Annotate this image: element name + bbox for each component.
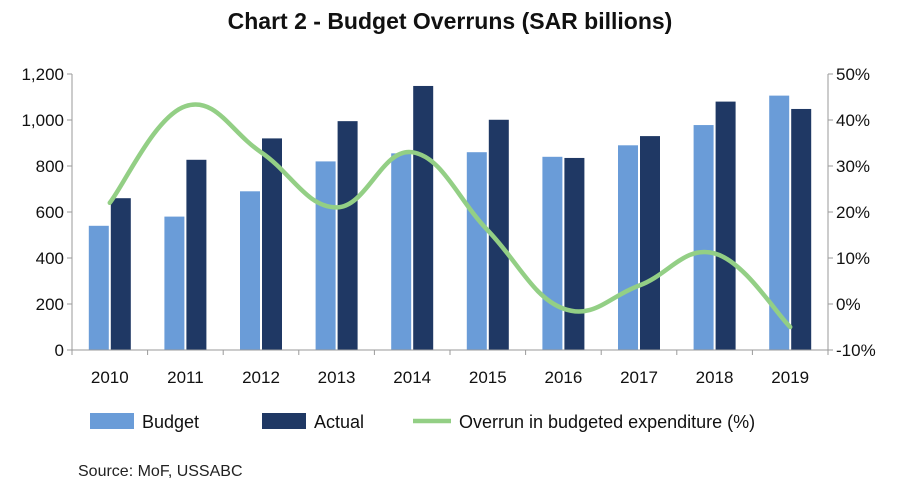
legend-label-actual: Actual	[314, 412, 364, 432]
overrun-line	[107, 102, 793, 330]
right-tick-label: 0%	[836, 295, 861, 314]
x-tick-label-2017: 2017	[620, 368, 658, 387]
legend-swatch-actual	[262, 413, 306, 429]
bar-budget-2018	[693, 125, 714, 350]
bars-layer	[88, 85, 812, 351]
legend-label-budget: Budget	[142, 412, 199, 432]
x-tick-label-2014: 2014	[393, 368, 431, 387]
bar-budget-2015	[466, 152, 487, 350]
left-tick-label: 800	[36, 157, 64, 176]
left-tick-label: 1,200	[21, 65, 64, 84]
bar-actual-2016	[564, 157, 585, 350]
legend-label-overrun: Overrun in budgeted expenditure (%)	[459, 412, 755, 432]
bar-actual-2011	[186, 159, 207, 350]
left-tick-label: 200	[36, 295, 64, 314]
x-tick-label-2019: 2019	[771, 368, 809, 387]
right-tick-label: -10%	[836, 341, 876, 360]
bar-budget-2016	[542, 156, 563, 350]
bar-budget-2010	[88, 225, 109, 350]
right-tick-label: 40%	[836, 111, 870, 130]
axes-layer: 0 200 400 600 800 1,000 1,200 -10% 0% 10% 20% 30% 40…	[21, 65, 875, 387]
legend: Budget Actual Overrun in budgeted expendit…	[90, 412, 755, 432]
bar-budget-2011	[164, 216, 185, 350]
x-tick-label-2018: 2018	[696, 368, 734, 387]
source-note: Source: MoF, USSABC	[78, 463, 243, 480]
bar-budget-2013	[315, 161, 336, 350]
bar-actual-2015	[488, 119, 509, 351]
bar-actual-2017	[640, 136, 660, 350]
bar-actual-2012	[262, 138, 282, 350]
x-tick-label-2010: 2010	[91, 368, 129, 387]
x-tick-label-2011: 2011	[167, 368, 204, 387]
right-tick-label: 50%	[836, 65, 870, 84]
x-tick-label-2013: 2013	[318, 368, 356, 387]
bar-actual-2014	[413, 85, 434, 351]
x-tick-label-2015: 2015	[469, 368, 507, 387]
left-tick-label: 1,000	[21, 111, 64, 130]
bar-budget-2019	[769, 95, 790, 351]
chart-title: Chart 2 - Budget Overruns (SAR billions)	[227, 8, 673, 34]
bar-actual-2019	[791, 108, 812, 351]
left-tick-label: 600	[36, 203, 64, 222]
legend-swatch-budget	[90, 413, 134, 429]
x-tick-label-2012: 2012	[242, 368, 280, 387]
line-layer	[107, 102, 793, 330]
right-tick-label: 10%	[836, 249, 870, 268]
bar-budget-2017	[618, 145, 638, 350]
bar-actual-2010	[110, 198, 131, 350]
bar-actual-2013	[337, 121, 358, 351]
left-tick-label: 0	[55, 341, 64, 360]
bar-budget-2012	[240, 191, 260, 350]
bar-budget-2014	[391, 153, 412, 350]
right-tick-label: 20%	[836, 203, 870, 222]
right-tick-label: 30%	[836, 157, 870, 176]
left-tick-label: 400	[36, 249, 64, 268]
x-tick-label-2016: 2016	[544, 368, 582, 387]
bar-actual-2018	[715, 101, 736, 350]
